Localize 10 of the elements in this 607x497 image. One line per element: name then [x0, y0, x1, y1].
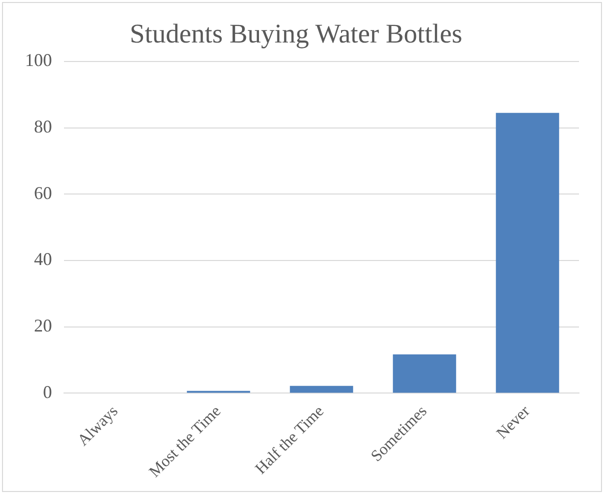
y-tick-label: 60: [34, 182, 52, 203]
y-tick-label: 100: [25, 50, 52, 70]
bar: [392, 354, 456, 393]
y-tick-label: 0: [43, 382, 52, 402]
y-tick-label: 80: [34, 116, 52, 136]
y-tick-label: 20: [34, 316, 52, 336]
y-tick-label: 40: [34, 249, 52, 270]
chart-title: Students Buying Water Bottles: [130, 18, 462, 48]
bar: [496, 112, 560, 393]
bar: [290, 386, 354, 393]
